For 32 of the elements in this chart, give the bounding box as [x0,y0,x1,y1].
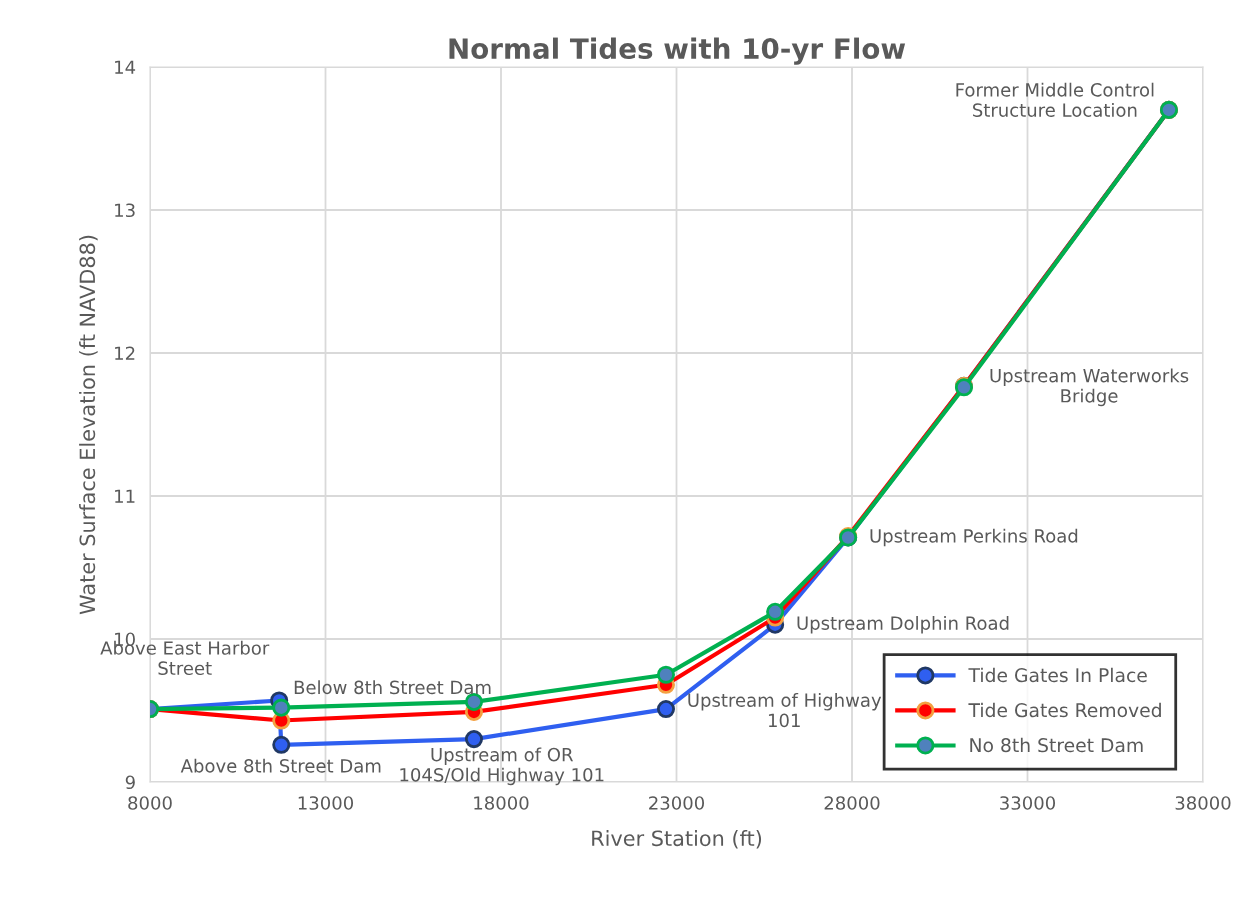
legend-label: Tide Gates Removed [968,702,1161,718]
x-tick-label: 38000 [1175,796,1231,810]
point [656,700,675,719]
annotation: Upstream Dolphin Road [797,615,1009,634]
y-tick-label: 12 [115,346,135,360]
annotation: Above 8th Street Dam [180,758,381,773]
x-axis-title: River Station (ft) [592,830,762,849]
annotation: Upstream of OR 104S/Old Highway 101 [400,747,604,786]
point [766,602,785,621]
y-tick-label: 9 [125,775,135,790]
legend-label: Tide Gates In Place [968,667,1147,683]
annotation: Upstream of Highway 101 [688,693,882,728]
y-tick-label: 11 [115,489,135,503]
y-tick-label: 13 [115,203,135,218]
x-tick-label: 18000 [474,796,529,810]
x-tick-label: 23000 [649,796,705,810]
x-tick-label: 8000 [128,796,172,810]
point [464,730,483,749]
x-tick-label: 13000 [298,796,354,810]
y-axis-title: Water Surface Elevation (ft NAVD88) [79,235,98,615]
x-tick-label: 33000 [1000,796,1056,810]
point [656,665,675,684]
point [272,735,291,754]
legend-label: No 8th Street Dam [970,737,1143,753]
x-tick-label: 28000 [824,796,880,810]
annotation: Below 8th Street Dam [294,680,491,695]
annotation: Upstream Perkins Road [870,528,1078,547]
chart-title: Normal Tides with 10-yr Flow [449,37,906,65]
annotation: Former Middle Control Structure Location [956,82,1154,117]
point [272,698,291,717]
y-tick-label: 14 [115,60,136,74]
annotation: Upstream Waterworks Bridge [990,368,1189,407]
